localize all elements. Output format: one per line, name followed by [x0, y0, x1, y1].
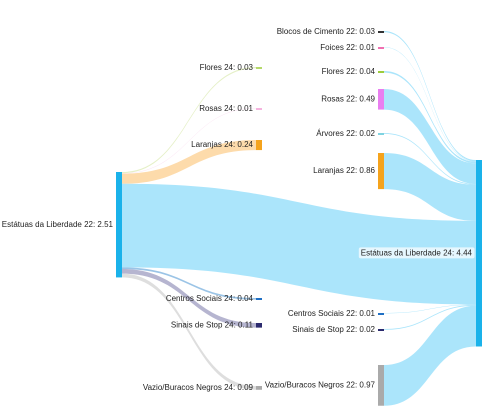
link [384, 304, 476, 330]
node-label: Centros Sociais 24: 0.04 [166, 294, 254, 303]
node-label: Sinais de Stop 24: 0.11 [171, 320, 254, 329]
node [476, 160, 482, 347]
node [256, 108, 262, 110]
node [378, 133, 384, 135]
node [256, 67, 262, 69]
link [384, 31, 476, 162]
node [378, 313, 384, 315]
node-label: Vazio/Buracos Negros 24: 0.09 [143, 383, 254, 392]
node-label: Flores 24: 0.03 [200, 63, 254, 72]
link [384, 133, 476, 185]
node-label: Blocos de Cimento 22: 0.03 [277, 27, 376, 36]
link [384, 71, 476, 164]
node-label: Rosas 24: 0.01 [199, 104, 253, 113]
nodes [116, 31, 482, 406]
node-label: Flores 22: 0.04 [322, 67, 376, 76]
link [384, 47, 476, 162]
node [256, 298, 262, 300]
node-label: Laranjas 24: 0.24 [191, 140, 253, 149]
node-label: Centros Sociais 22: 0.01 [288, 309, 376, 318]
node-label: Vazio/Buracos Negros 22: 0.97 [265, 380, 376, 389]
node [378, 153, 384, 190]
node-label: Rosas 22: 0.49 [321, 94, 375, 103]
node-label: Foices 22: 0.01 [320, 43, 375, 52]
link [384, 305, 476, 406]
link [122, 140, 256, 184]
link [384, 304, 476, 314]
node [116, 172, 122, 278]
node-label: Estátuas da Liberdade 22: 2.51 [2, 220, 114, 229]
link [122, 273, 256, 390]
labels: Estátuas da Liberdade 22: 2.51 Flores 24:… [2, 27, 475, 392]
node [256, 140, 262, 151]
label-background [358, 247, 475, 259]
link [384, 89, 476, 184]
link [122, 267, 256, 300]
link [122, 108, 256, 174]
link [122, 269, 256, 328]
links [122, 31, 476, 406]
node [378, 47, 384, 49]
link [122, 183, 476, 305]
link [384, 153, 476, 221]
node [256, 323, 262, 328]
node [378, 329, 384, 331]
node-label: Árvores 22: 0.02 [316, 129, 375, 138]
node-label: Sinais de Stop 22: 0.02 [292, 325, 375, 334]
node [378, 89, 384, 110]
node [378, 71, 384, 73]
link [122, 67, 256, 174]
node [256, 386, 262, 390]
node-label: Estátuas da Liberdade 24: 4.44 [361, 248, 473, 257]
node [378, 365, 384, 406]
node [378, 31, 384, 33]
node-label: Laranjas 22: 0.86 [313, 166, 375, 175]
